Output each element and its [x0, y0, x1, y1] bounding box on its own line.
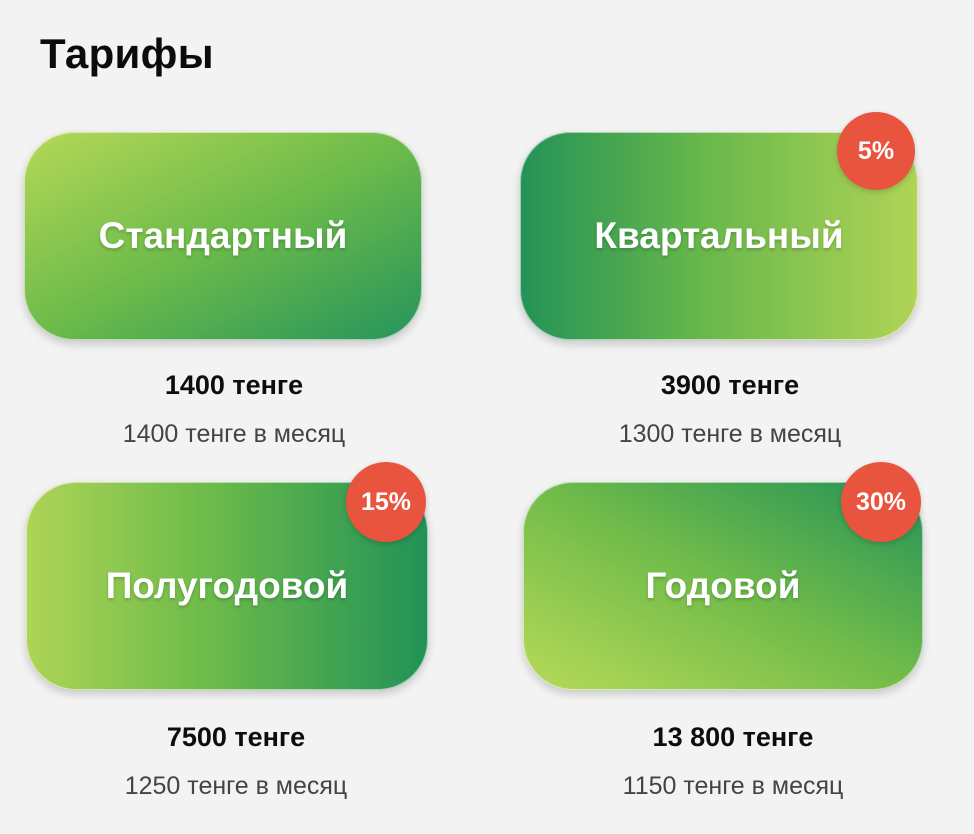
plan-half-year-label: Полугодовой — [105, 565, 349, 606]
plan-half-year-price: 7500 тенге — [166, 722, 306, 752]
plan-annual-price: 13 800 тенге — [652, 722, 814, 752]
plan-standard: Стандартный 1400 тенге 1400 тенге в меся… — [24, 132, 444, 452]
discount-badge: 15% — [346, 462, 426, 542]
plan-standard-price: 1400 тенге — [164, 370, 304, 400]
plan-half-year-monthly: 1250 тенге в месяц — [124, 772, 348, 800]
discount-badge: 5% — [837, 112, 915, 190]
discount-badge: 30% — [841, 462, 921, 542]
plan-annual-monthly: 1150 тенге в месяц — [622, 772, 844, 800]
plan-standard-monthly: 1400 тенге в месяц — [122, 420, 346, 448]
plan-quarterly-monthly: 1300 тенге в месяц — [618, 420, 842, 448]
plan-quarterly-price: 3900 тенге — [660, 370, 800, 400]
plan-half-year: Полугодовой 15% 7500 тенге 1250 тенге в … — [26, 462, 446, 807]
plan-quarterly-label: Квартальный — [594, 215, 844, 256]
plan-quarterly: Квартальный 5% 3900 тенге 1300 тенге в м… — [520, 110, 940, 455]
plan-annual-button[interactable]: Годовой — [523, 482, 923, 690]
plan-annual: Годовой 30% 13 800 тенге 1150 тенге в ме… — [523, 462, 943, 807]
plan-standard-label: Стандартный — [98, 215, 348, 256]
plan-standard-button[interactable]: Стандартный — [24, 132, 422, 340]
page-title: Тарифы — [40, 30, 214, 77]
plan-annual-label: Годовой — [645, 565, 801, 606]
